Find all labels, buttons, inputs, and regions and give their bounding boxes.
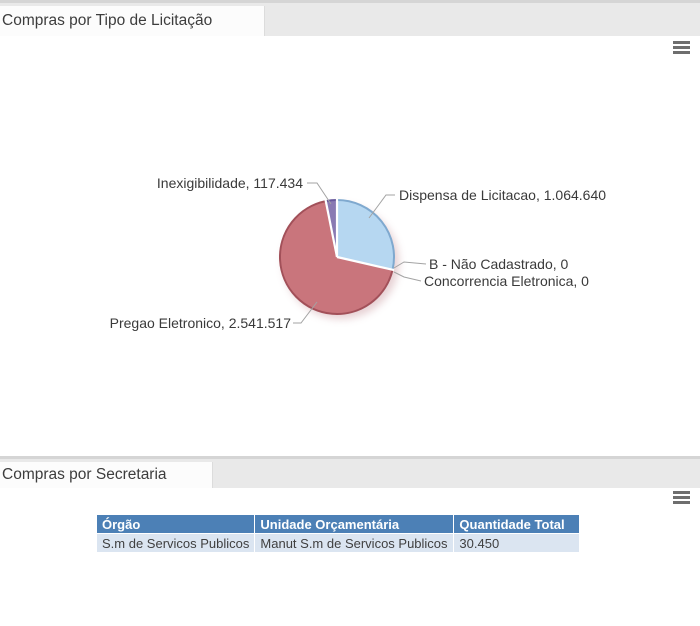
tab-bar-licitacao: Compras por Tipo de Licitação [0, 0, 700, 36]
pie-chart: Inexigibilidade, 117.434 Dispensa de Lic… [110, 175, 607, 331]
panel-licitacao-chart: Inexigibilidade, 117.434 Dispensa de Lic… [0, 36, 700, 456]
table-cell: S.m de Servicos Publicos [97, 533, 256, 552]
leader-b-nao-cadastrado [393, 261, 427, 269]
tab-label: Compras por Secretaria [2, 466, 167, 483]
leader-concorrencia [393, 271, 422, 282]
leader-dispensa [368, 194, 395, 219]
hamburger-menu-icon[interactable] [673, 41, 690, 54]
pie-slice-rim [279, 200, 394, 315]
pie-slice-pregao-eletronico[interactable] [279, 201, 393, 315]
panel-secretaria-table: Órgão Unidade Orçamentária Quantidade Tota… [0, 488, 700, 626]
label-b-nao-cadastrado: B - Não Cadastrado, 0 [429, 256, 569, 272]
pie-slice-gap [336, 255, 395, 272]
label-pregao: Pregao Eletronico, 2.541.517 [110, 315, 292, 331]
pie-slice-rim [325, 199, 338, 203]
pie-slice-gap [324, 199, 339, 258]
leader-lines [293, 182, 427, 324]
tab-bar-secretaria: Compras por Secretaria [0, 456, 700, 488]
column-header-0: Órgão [97, 515, 256, 534]
pie-labels: Inexigibilidade, 117.434 Dispensa de Lic… [110, 175, 607, 331]
secretaria-table: Órgão Unidade Orçamentária Quantidade Tota… [97, 515, 581, 552]
pie-slice-dispensa-de-licitacao[interactable] [337, 200, 394, 270]
hamburger-menu-icon[interactable] [673, 491, 690, 504]
label-inexigibilidade: Inexigibilidade, 117.434 [157, 175, 303, 191]
column-header-1: Unidade Orçamentária [254, 515, 455, 534]
leader-inexigibilidade [307, 182, 332, 205]
tab-label: Compras por Tipo de Licitação [2, 12, 213, 29]
table-header-row: Órgão Unidade Orçamentária Quantidade Tota… [97, 515, 581, 534]
table-row: S.m de Servicos Publicos Manut S.m de Ser… [97, 533, 581, 552]
table-cell: Manut S.m de Servicos Publicos [254, 533, 455, 552]
pie [279, 198, 395, 315]
label-concorrencia: Concorrencia Eletronica, 0 [424, 273, 589, 289]
tab-compras-por-secretaria[interactable]: Compras por Secretaria [0, 462, 213, 488]
tab-compras-por-tipo-de-licitacao[interactable]: Compras por Tipo de Licitação [0, 6, 265, 36]
pie-slice-rim [336, 199, 395, 270]
label-dispensa: Dispensa de Licitacao, 1.064.640 [399, 187, 606, 203]
leader-pregao [293, 301, 318, 324]
table-cell: 30.450 [453, 533, 581, 552]
column-header-2: Quantidade Total [453, 515, 581, 534]
